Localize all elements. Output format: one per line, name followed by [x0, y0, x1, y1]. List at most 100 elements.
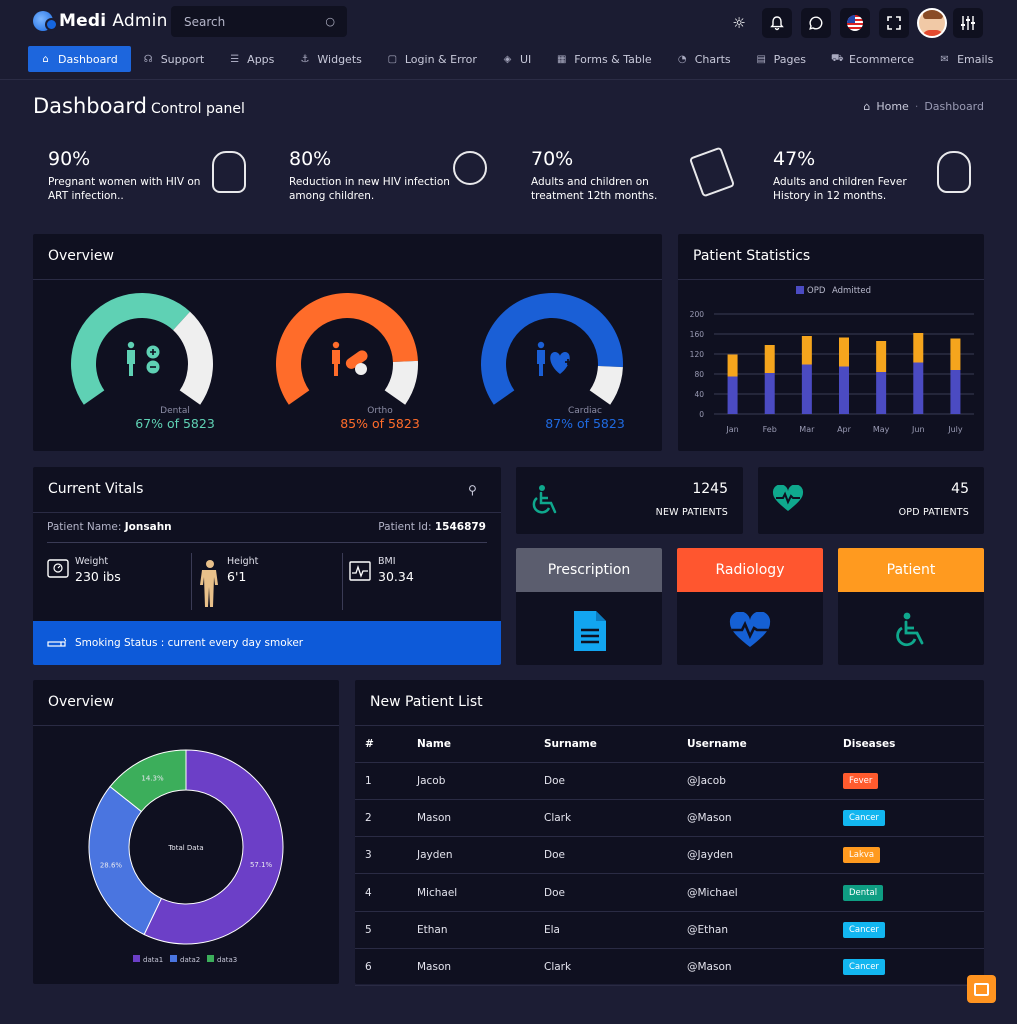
legend-label-data1[interactable]: data1 — [143, 956, 163, 964]
fullscreen-icon[interactable] — [879, 8, 909, 38]
nav-item-label: Dashboard — [58, 52, 118, 66]
nav-item-label: Forms & Table — [574, 52, 652, 66]
theme-toggle-icon[interactable]: ☼ — [732, 14, 746, 32]
radiology-tile[interactable]: Radiology — [677, 548, 823, 665]
notification-bell-icon[interactable] — [762, 8, 792, 38]
bar-admitted-mar[interactable] — [801, 336, 812, 365]
patient-name-row: Patient Name: Jonsahn — [47, 521, 172, 533]
bar-opd-mar[interactable] — [801, 364, 812, 415]
nav-item-ui[interactable]: ◈ UI — [490, 46, 544, 72]
y-tick-label: 160 — [690, 330, 705, 339]
patient-id: 1546879 — [434, 521, 486, 533]
divider — [191, 553, 192, 610]
bar-admitted-apr[interactable] — [839, 337, 849, 367]
nav-item-apps[interactable]: ☰ Apps — [217, 46, 287, 72]
bar-admitted-july[interactable] — [950, 338, 961, 371]
patient-statistics-panel: Patient Statistics OPD Admitted 0 40 80 120 16… — [678, 234, 984, 451]
gauge-label-dental: Dental — [160, 406, 190, 416]
bar-opd-jun[interactable] — [913, 362, 924, 415]
bar-opd-apr[interactable] — [839, 366, 849, 415]
nav-item-pages[interactable]: ▤ Pages — [744, 46, 819, 72]
column-header[interactable]: Diseases — [843, 726, 984, 763]
search-box[interactable]: Search ○ — [171, 6, 347, 37]
nav-item-dashboard[interactable]: ⌂ Dashboard — [28, 46, 131, 72]
bar-opd-jan[interactable] — [727, 376, 738, 415]
patient-table: # Name Surname Username Diseases 1 Jacob D… — [355, 726, 984, 987]
patient-tile[interactable]: Patient — [838, 548, 984, 665]
bar-admitted-jan[interactable] — [727, 354, 738, 377]
nav-item-ecommerce[interactable]: ⛟ Ecommerce — [819, 46, 927, 72]
brand-name: Medi Admin — [59, 11, 168, 31]
language-flag-icon[interactable] — [840, 8, 870, 38]
gauge-label-cardiac: Cardiac — [567, 406, 603, 416]
nav-item-emails[interactable]: ✉ Emails — [927, 46, 1006, 72]
heart-pulse-icon — [729, 612, 771, 647]
table-icon: ▦ — [557, 53, 567, 65]
legend-label-data2[interactable]: data2 — [180, 956, 200, 964]
weight-label: Weight — [75, 556, 109, 567]
table-row[interactable]: 6 Mason Clark @Mason Cancer — [355, 948, 984, 987]
stat-card-hiv-children: 80% Reduction in new HIV infection among… — [274, 133, 501, 219]
nav-item-charts[interactable]: ◔ Charts — [665, 46, 744, 72]
search-icon[interactable]: ○ — [325, 15, 335, 28]
panel-title: Patient Statistics — [678, 234, 984, 280]
bar-opd-july[interactable] — [950, 370, 961, 414]
donut-slice-data2[interactable] — [88, 785, 163, 936]
patient-surname: Clark — [544, 948, 687, 987]
nav-item-support[interactable]: ☊ Support — [131, 46, 217, 72]
table-row[interactable]: 5 Ethan Ela @Ethan Cancer — [355, 911, 984, 949]
nav-item-label: Apps — [247, 52, 275, 66]
column-header[interactable]: Surname — [544, 726, 687, 763]
heartbeat-icon — [772, 485, 804, 511]
pregnant-woman-icon — [212, 151, 246, 193]
stat-card-hiv-art: 90% Pregnant women with HIV on ART infec… — [33, 133, 260, 219]
search-input[interactable]: Search — [184, 14, 226, 29]
nav-item-login-error[interactable]: ▢ Login & Error — [375, 46, 490, 72]
bar-opd-feb[interactable] — [764, 373, 775, 414]
bmi-label: BMI — [378, 556, 396, 567]
patient-first-name: Jayden — [417, 836, 544, 875]
table-row[interactable]: 1 Jacob Doe @Jacob Fever — [355, 762, 984, 800]
user-avatar[interactable] — [917, 8, 947, 38]
table-row[interactable]: 2 Mason Clark @Mason Cancer — [355, 799, 984, 838]
prescription-tile[interactable]: Prescription — [516, 548, 662, 665]
vitals-search-icon[interactable]: ⚲ — [468, 483, 477, 497]
nav-item-label: Pages — [773, 52, 807, 66]
row-number: 3 — [355, 836, 417, 875]
gauge-value-cardiac: 87% of 5823 — [545, 416, 625, 431]
nav-item-widgets[interactable]: ⚓ Widgets — [287, 46, 374, 72]
stat-percent: 80% — [289, 148, 332, 170]
disease-badge: Lakva — [843, 847, 881, 864]
column-header[interactable]: # — [355, 726, 417, 763]
floating-action-button[interactable] — [967, 975, 996, 1003]
column-header[interactable]: Name — [417, 726, 544, 763]
legend-label-admitted[interactable]: Admitted — [832, 286, 871, 296]
brand-logo[interactable]: Medi Admin — [33, 11, 168, 31]
settings-sliders-icon[interactable] — [953, 8, 983, 38]
breadcrumb-home[interactable]: Home — [876, 100, 909, 113]
patient-first-name: Mason — [417, 948, 544, 987]
donut-slice-data1[interactable] — [143, 749, 284, 945]
table-row[interactable]: 3 Jayden Doe @Jayden Lakva — [355, 836, 984, 875]
legend-swatch[interactable] — [133, 955, 140, 962]
column-header[interactable]: Username — [687, 726, 843, 763]
nav-item-forms-table[interactable]: ▦ Forms & Table — [544, 46, 664, 72]
gauges-chart — [71, 293, 623, 405]
stat-card-treatment: 70% Adults and children on treatment 12t… — [516, 133, 743, 219]
stat-percent: 70% — [531, 148, 574, 170]
divider — [342, 553, 343, 610]
bar-admitted-feb[interactable] — [764, 345, 775, 373]
legend-swatch[interactable] — [796, 286, 804, 294]
donut-slice-data3[interactable] — [109, 749, 187, 813]
legend-swatch[interactable] — [170, 955, 177, 962]
bar-opd-may[interactable] — [876, 372, 887, 414]
table-row[interactable]: 4 Michael Doe @Michael Dental — [355, 873, 984, 912]
gauge-value-ortho: 85% of 5823 — [340, 416, 420, 431]
headset-icon: ☊ — [143, 53, 153, 65]
legend-label-opd[interactable]: OPD — [807, 286, 826, 296]
chat-icon[interactable] — [801, 8, 831, 38]
legend-label-data3[interactable]: data3 — [217, 956, 237, 964]
bar-admitted-may[interactable] — [876, 341, 887, 372]
bar-admitted-jun[interactable] — [913, 333, 924, 363]
legend-swatch[interactable] — [207, 955, 214, 962]
